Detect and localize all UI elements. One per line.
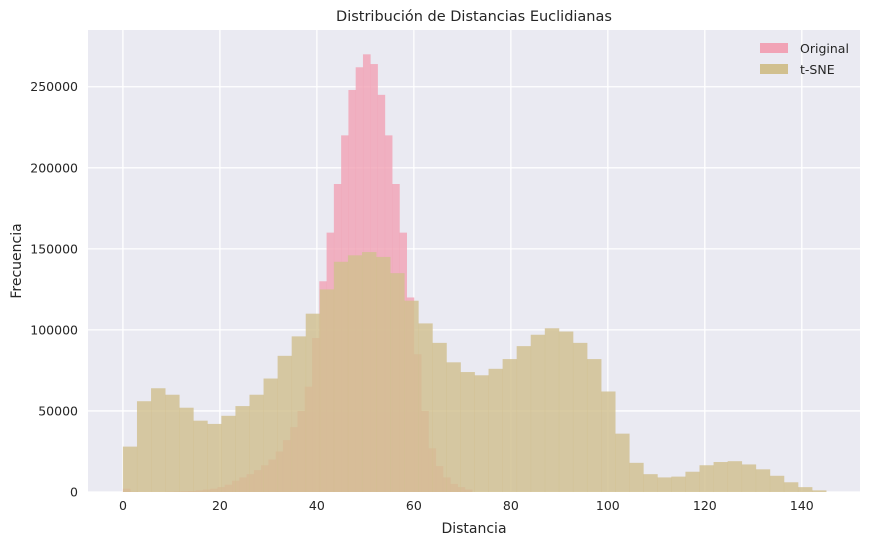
y-tick-label: 100000 [30,322,78,337]
histogram-bar [544,328,560,492]
histogram-bar [643,474,658,492]
legend-swatch-tsne [760,64,788,74]
histogram-bar [741,464,757,492]
x-gridlines [122,30,803,492]
histogram-bar [811,490,827,492]
histogram-bar [474,375,489,492]
y-axis-title: Frecuencia [9,223,25,298]
y-tick-label: 200000 [30,160,78,175]
histogram-bar [305,313,321,492]
x-tick-label: 20 [212,498,228,513]
histogram-bar [347,255,363,492]
histogram-bar [277,355,293,492]
y-tick-labels: 0 50000 100000 150000 200000 250000 [30,79,78,499]
histogram-bar [699,465,714,492]
chart-title: Distribución de Distancias Euclidianas [336,9,612,25]
histogram-bar [418,323,433,492]
x-tick-label: 100 [596,498,620,513]
legend: Original t-SNE [760,41,849,77]
histogram-bar [516,346,532,492]
y-tick-label: 250000 [30,79,78,94]
histogram-bar [207,423,222,492]
histogram-bar [390,273,405,492]
histogram-bar [502,359,518,492]
histogram-bar [572,342,588,492]
histogram-bar [615,433,630,492]
histogram-bar [136,401,152,492]
histogram-bar [432,342,447,492]
histogram-bar [404,300,419,492]
legend-label-tsne: t-SNE [800,62,835,77]
histogram-bar [249,394,264,492]
histogram-bar [122,446,138,492]
histogram-bar [291,336,307,492]
x-tick-label: 60 [406,498,422,513]
histogram-bar [179,407,194,492]
histogram-bar [193,420,208,492]
histogram-bar [586,359,602,492]
histogram-bar [488,368,504,492]
legend-swatch-original [760,43,788,53]
histogram-bar [361,252,377,492]
x-tick-label: 140 [790,498,814,513]
histogram-bar [601,391,616,492]
histogram-bar [558,331,574,492]
x-tick-label: 120 [693,498,717,513]
x-tick-label: 80 [503,498,519,513]
histogram-bar [376,256,391,492]
x-tick-label: 40 [309,498,325,513]
histogram-bar [685,471,700,492]
histogram-bar [783,482,799,492]
histogram-bar [333,261,349,492]
histogram-bar [755,469,771,492]
histogram-bar [713,462,729,492]
y-tick-label: 50000 [38,403,78,418]
x-tick-label: 0 [119,498,127,513]
legend-label-original: Original [800,41,849,56]
y-tick-label: 150000 [30,241,78,256]
histogram-bar [319,289,335,492]
histogram-bar [671,476,686,492]
x-axis-title: Distancia [441,521,506,537]
histogram-bar [657,477,672,492]
bars-layer [122,54,827,493]
x-tick-labels: 0 20 40 60 80 100 120 140 [119,498,814,513]
histogram-bar [165,394,180,492]
histogram-bar [769,475,785,492]
histogram-bar [530,334,546,492]
histogram-bar [727,461,743,492]
histogram-bar [151,388,166,492]
histogram-bar [629,462,644,492]
histogram-bar [221,415,236,492]
series-tsne [122,252,827,492]
histogram-bar [235,406,250,492]
histogram-bar [446,362,461,492]
histogram-bar [797,487,813,492]
y-tick-label: 0 [70,485,78,500]
histogram-bar [263,378,279,492]
histogram-bar [460,372,475,492]
